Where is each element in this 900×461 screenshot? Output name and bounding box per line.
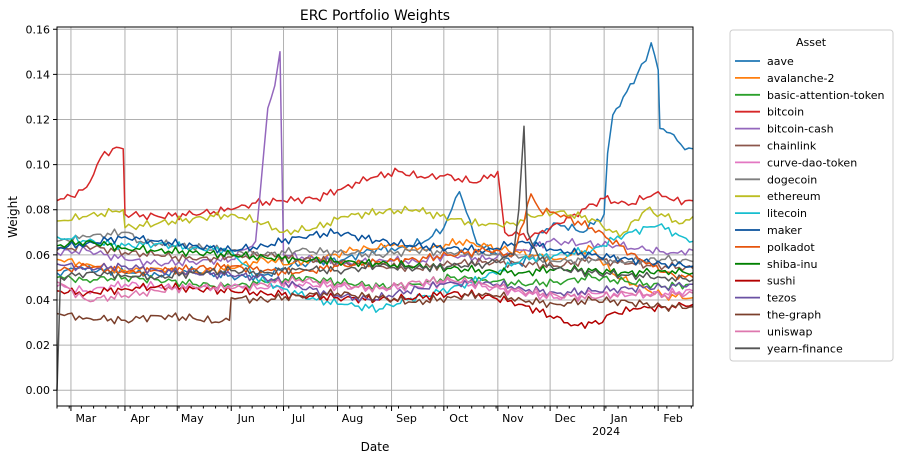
series-line-sushi [56, 282, 694, 329]
x-tick-label: Apr [130, 412, 150, 425]
legend-label-bitcoin-cash: bitcoin-cash [767, 123, 834, 136]
series-line-yearn-finance [56, 125, 694, 391]
legend-label-uniswap: uniswap [767, 325, 812, 338]
y-tick-label: 0.16 [26, 23, 51, 36]
legend-label-dogecoin: dogecoin [767, 173, 817, 186]
series-line-dogecoin [56, 228, 694, 266]
legend-label-curve-dao-token: curve-dao-token [767, 156, 857, 169]
legend-label-shiba-inu: shiba-inu [767, 258, 817, 271]
legend-label-ethereum: ethereum [767, 190, 821, 203]
x-tick-label: Feb [663, 412, 682, 425]
x-tick-label: Jun [237, 412, 255, 425]
x-tick-label: Jul [291, 412, 305, 425]
series-line-uniswap [56, 275, 694, 303]
y-axis-title: Weight [6, 196, 20, 238]
legend-label-tezos: tezos [767, 292, 797, 305]
x-tick-label: May [181, 412, 204, 425]
series-line-shiba-inu [56, 239, 694, 278]
legend-label-avalanche-2: avalanche-2 [767, 72, 835, 85]
series-layer [56, 42, 694, 391]
series-line-polkadot [56, 193, 694, 281]
legend-box [729, 29, 894, 362]
x-tick-label: Oct [449, 412, 469, 425]
x-tick-label: Aug [342, 412, 363, 425]
plot-frame [56, 26, 694, 407]
legend-label-chainlink: chainlink [767, 140, 817, 153]
legend-label-litecoin: litecoin [767, 207, 807, 220]
y-tick-label: 0.04 [26, 294, 51, 307]
y-tick-label: 0.12 [26, 113, 51, 126]
series-line-ethereum [56, 205, 694, 238]
legend-label-maker: maker [767, 224, 802, 237]
x-year-label: 2024 [592, 425, 620, 438]
x-axis-title: Date [361, 440, 390, 454]
legend-label-basic-attention-token: basic-attention-token [767, 89, 884, 102]
y-tick-label: 0.02 [26, 339, 51, 352]
y-tick-label: 0.00 [26, 384, 51, 397]
x-tick-label: Dec [554, 412, 575, 425]
x-tick-label: Sep [396, 412, 417, 425]
chart-title: ERC Portfolio Weights [300, 8, 450, 24]
series-line-bitcoin [56, 146, 694, 242]
legend-label-yearn-finance: yearn-finance [767, 342, 843, 355]
y-tick-label: 0.10 [26, 159, 51, 172]
grid-layer [57, 27, 693, 406]
series-line-the-graph [56, 288, 694, 325]
series-line-maker [56, 228, 694, 269]
legend-items: aave avalanche-2 basic-attention-token bitc… [735, 55, 884, 355]
x-tick-label: Jan [610, 412, 628, 425]
series-line-litecoin [56, 223, 694, 313]
legend-label-bitcoin: bitcoin [767, 106, 804, 119]
y-tick-label: 0.14 [26, 68, 51, 81]
legend-label-sushi: sushi [767, 275, 795, 288]
legend: Asset aave avalanche-2 basic-attention-tok… [729, 29, 894, 362]
legend-title: Asset [796, 36, 827, 49]
legend-label-polkadot: polkadot [767, 241, 815, 254]
legend-label-aave: aave [767, 55, 794, 68]
x-tick-label: Nov [502, 412, 524, 425]
x-tick-label: Mar [76, 412, 97, 425]
y-axis: 0.00 0.02 0.04 0.06 0.08 0.10 0.12 0.14 0.16 [26, 23, 57, 397]
legend-label-the-graph: the-graph [767, 309, 821, 322]
x-axis: Mar Apr May Jun Jul Aug Sep Oct Nov Dec Jan Feb 2024 [56, 406, 692, 438]
y-tick-label: 0.08 [26, 204, 51, 217]
y-tick-label: 0.06 [26, 249, 51, 262]
